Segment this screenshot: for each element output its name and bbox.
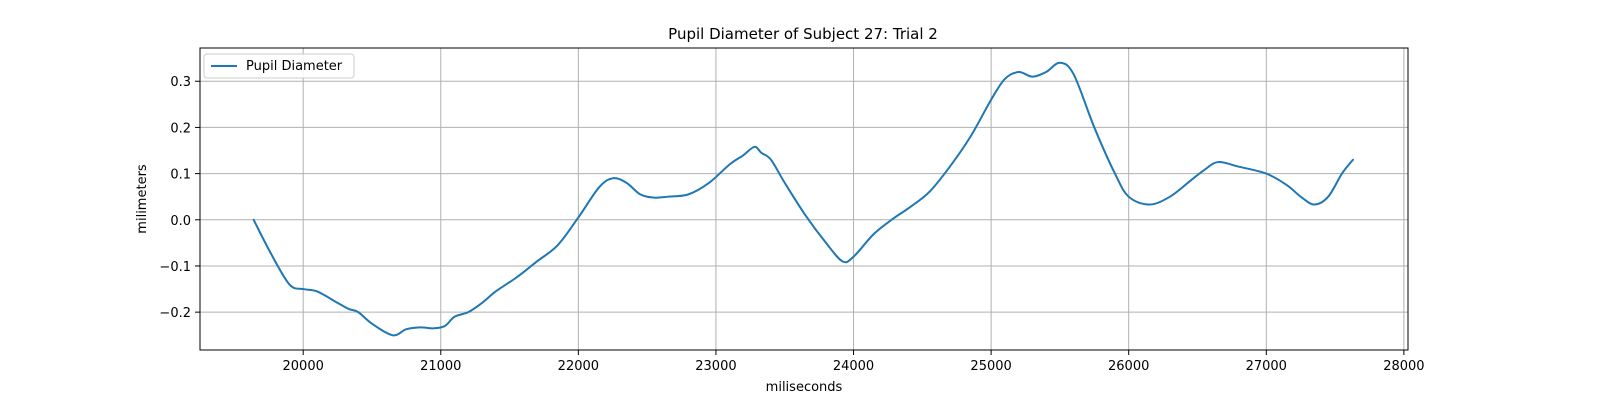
legend-label-pupil-diameter: Pupil Diameter [246,59,343,74]
legend: Pupil Diameter [203,53,355,79]
x-tick-label: 23000 [695,359,736,374]
y-axis-label: milimeters [135,164,150,234]
x-tick-label: 28000 [1383,359,1424,374]
y-tick-label: 0.0 [170,214,191,229]
grid-lines [200,48,1408,350]
y-tick-label: −0.2 [159,306,191,321]
chart-title: Pupil Diameter of Subject 27: Trial 2 [668,25,938,43]
x-tick-label: 20000 [283,359,324,374]
data-layer [252,61,1354,337]
x-tick-label: 22000 [558,359,599,374]
x-tick-label: 26000 [1108,359,1149,374]
x-axis-label: miliseconds [766,380,843,395]
series-line-pupil-diameter [252,61,1354,337]
x-tick-label: 25000 [970,359,1011,374]
plot-frame [199,47,1409,351]
x-tick-label: 21000 [420,359,461,374]
x-tick-label: 24000 [833,359,874,374]
y-tick-label: 0.1 [170,168,191,183]
y-tick-label: 0.2 [170,121,191,136]
legend-box [203,53,355,79]
axis-ticks: 20000 21000 22000 23000 24000 25000 26000 27000… [159,75,1424,374]
y-tick-label: 0.3 [170,75,191,90]
y-tick-label: −0.1 [159,260,191,275]
x-tick-label: 27000 [1246,359,1287,374]
